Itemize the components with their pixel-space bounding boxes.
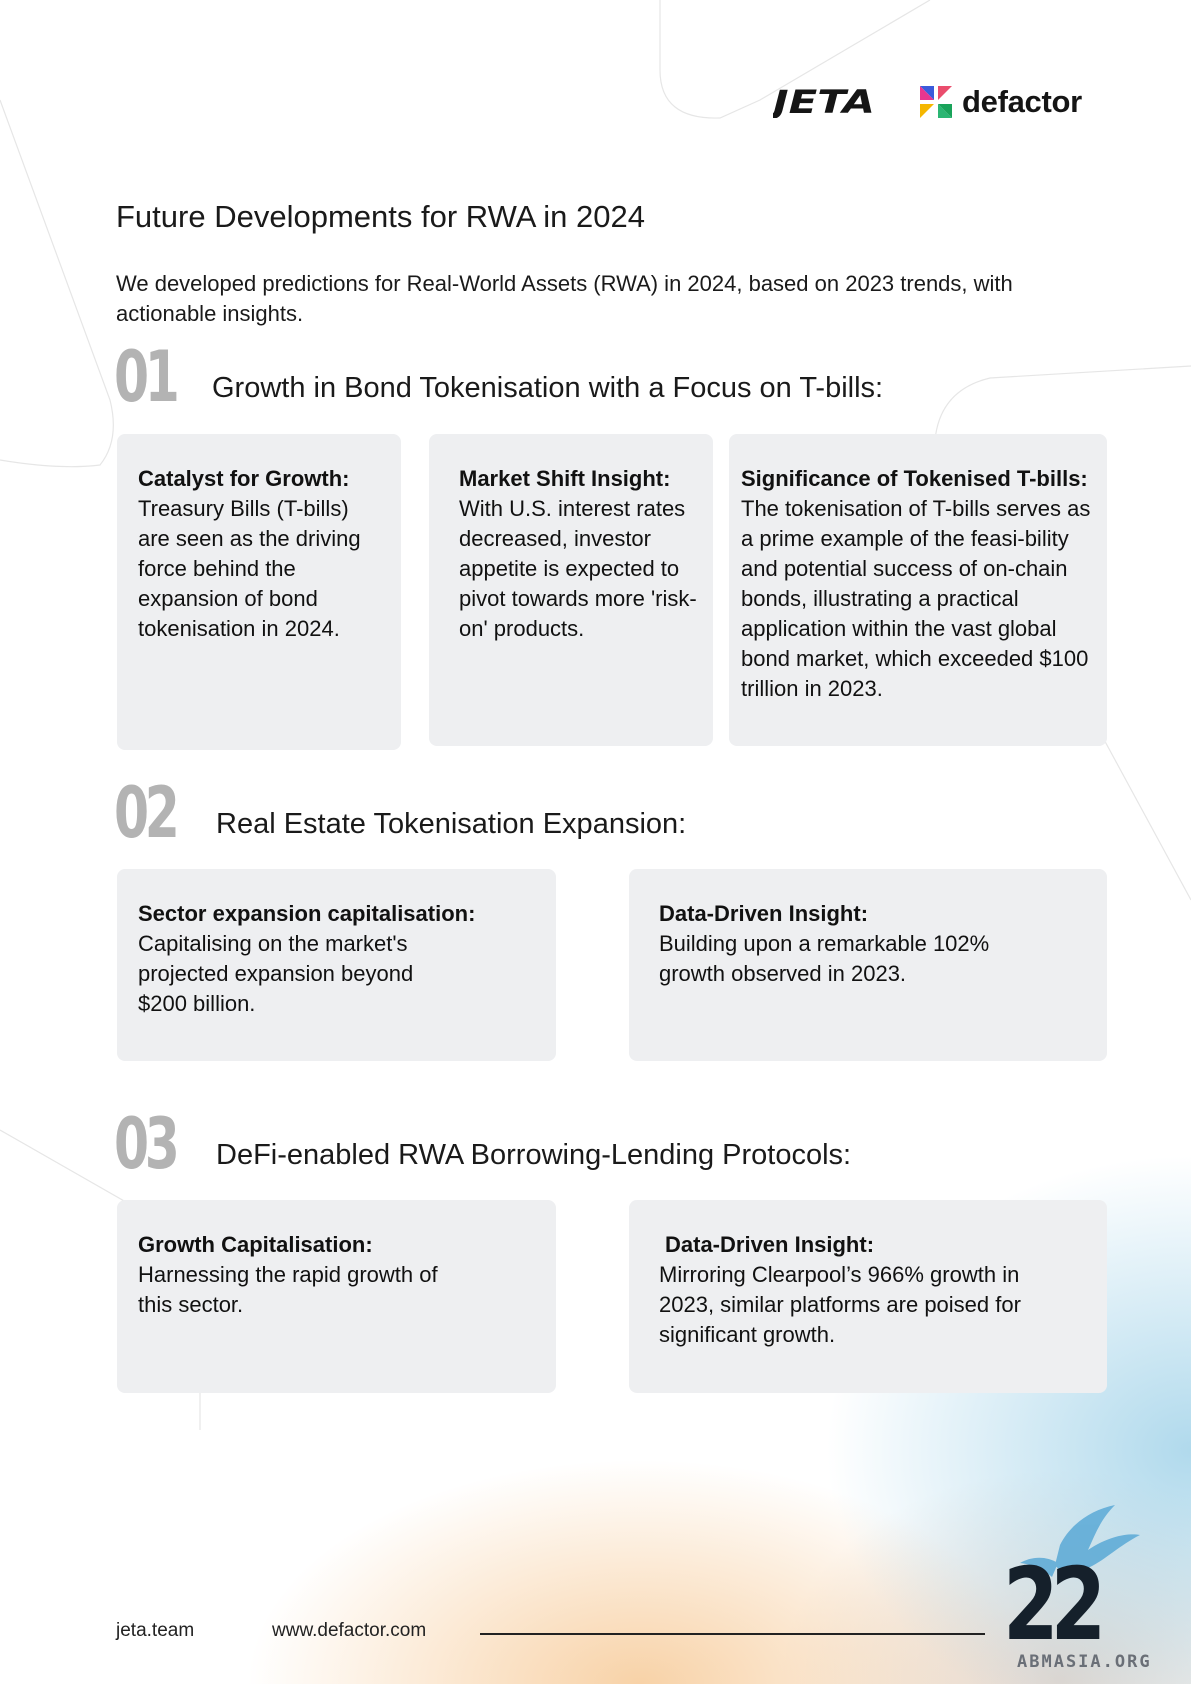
card-heading: Growth Capitalisation: [138, 1232, 373, 1257]
card-body: Capitalising on the market's projected e… [138, 931, 414, 1016]
card-heading: Data-Driven Insight: [665, 1232, 875, 1257]
card-body: The tokenisation of T-bills serves as a … [741, 496, 1091, 701]
card-body: Mirroring Clearpool’s 966% growth in 202… [659, 1262, 1021, 1347]
defactor-website-link[interactable]: www.defactor.com [272, 1620, 427, 1641]
card-body: Harnessing the rapid growth of this sect… [138, 1262, 438, 1317]
section-number: 03 [114, 1103, 180, 1185]
watermark-text: ABMASIA.ORG [1017, 1652, 1152, 1672]
info-card: Growth Capitalisation: Harnessing the ra… [117, 1200, 556, 1393]
jeta-team-link[interactable]: jeta.team [116, 1620, 195, 1641]
jeta-logo: JETA [773, 84, 875, 118]
info-card: Market Shift Insight: With U.S. interest… [429, 434, 713, 746]
defactor-mark-icon [920, 86, 952, 118]
section-number: 01 [114, 336, 180, 418]
card-heading: Catalyst for Growth: [138, 466, 350, 491]
page-number: 22 [1003, 1546, 1106, 1663]
section-number: 02 [114, 772, 180, 854]
card-body: With U.S. interest rates decreased, inve… [459, 496, 697, 641]
defactor-logo-text: defactor [962, 84, 1082, 119]
page-title: Future Developments for RWA in 2024 [116, 199, 645, 234]
footer-divider [480, 1633, 985, 1635]
card-body: Building upon a remarkable 102% growth o… [659, 931, 990, 986]
card-heading: Sector expansion capitalisation: [138, 901, 476, 926]
info-card: Data-Driven Insight: Building upon a rem… [629, 869, 1107, 1061]
jeta-logo-text: JETA [773, 84, 875, 118]
card-body: Treasury Bills (T-bills) are seen as the… [138, 496, 361, 641]
info-card: Sector expansion capitalisation: Capital… [117, 869, 556, 1061]
bird-watermark-icon [1020, 1505, 1140, 1577]
section-title: Real Estate Tokenisation Expansion: [216, 808, 687, 840]
section-title: DeFi-enabled RWA Borrowing-Lending Proto… [216, 1139, 852, 1171]
defactor-logo: defactor [918, 82, 1082, 122]
card-heading: Significance of Tokenised T-bills: [741, 466, 1088, 491]
card-heading: Market Shift Insight: [459, 466, 671, 491]
intro-paragraph: We developed predictions for Real-World … [116, 271, 1013, 326]
section-title: Growth in Bond Tokenisation with a Focus… [212, 372, 884, 404]
info-card: Significance of Tokenised T-bills: The t… [729, 434, 1107, 746]
info-card: Data-Driven Insight: Mirroring Clearpool… [629, 1200, 1107, 1393]
info-card: Catalyst for Growth: Treasury Bills (T-b… [117, 434, 401, 750]
card-heading: Data-Driven Insight: [659, 901, 869, 926]
